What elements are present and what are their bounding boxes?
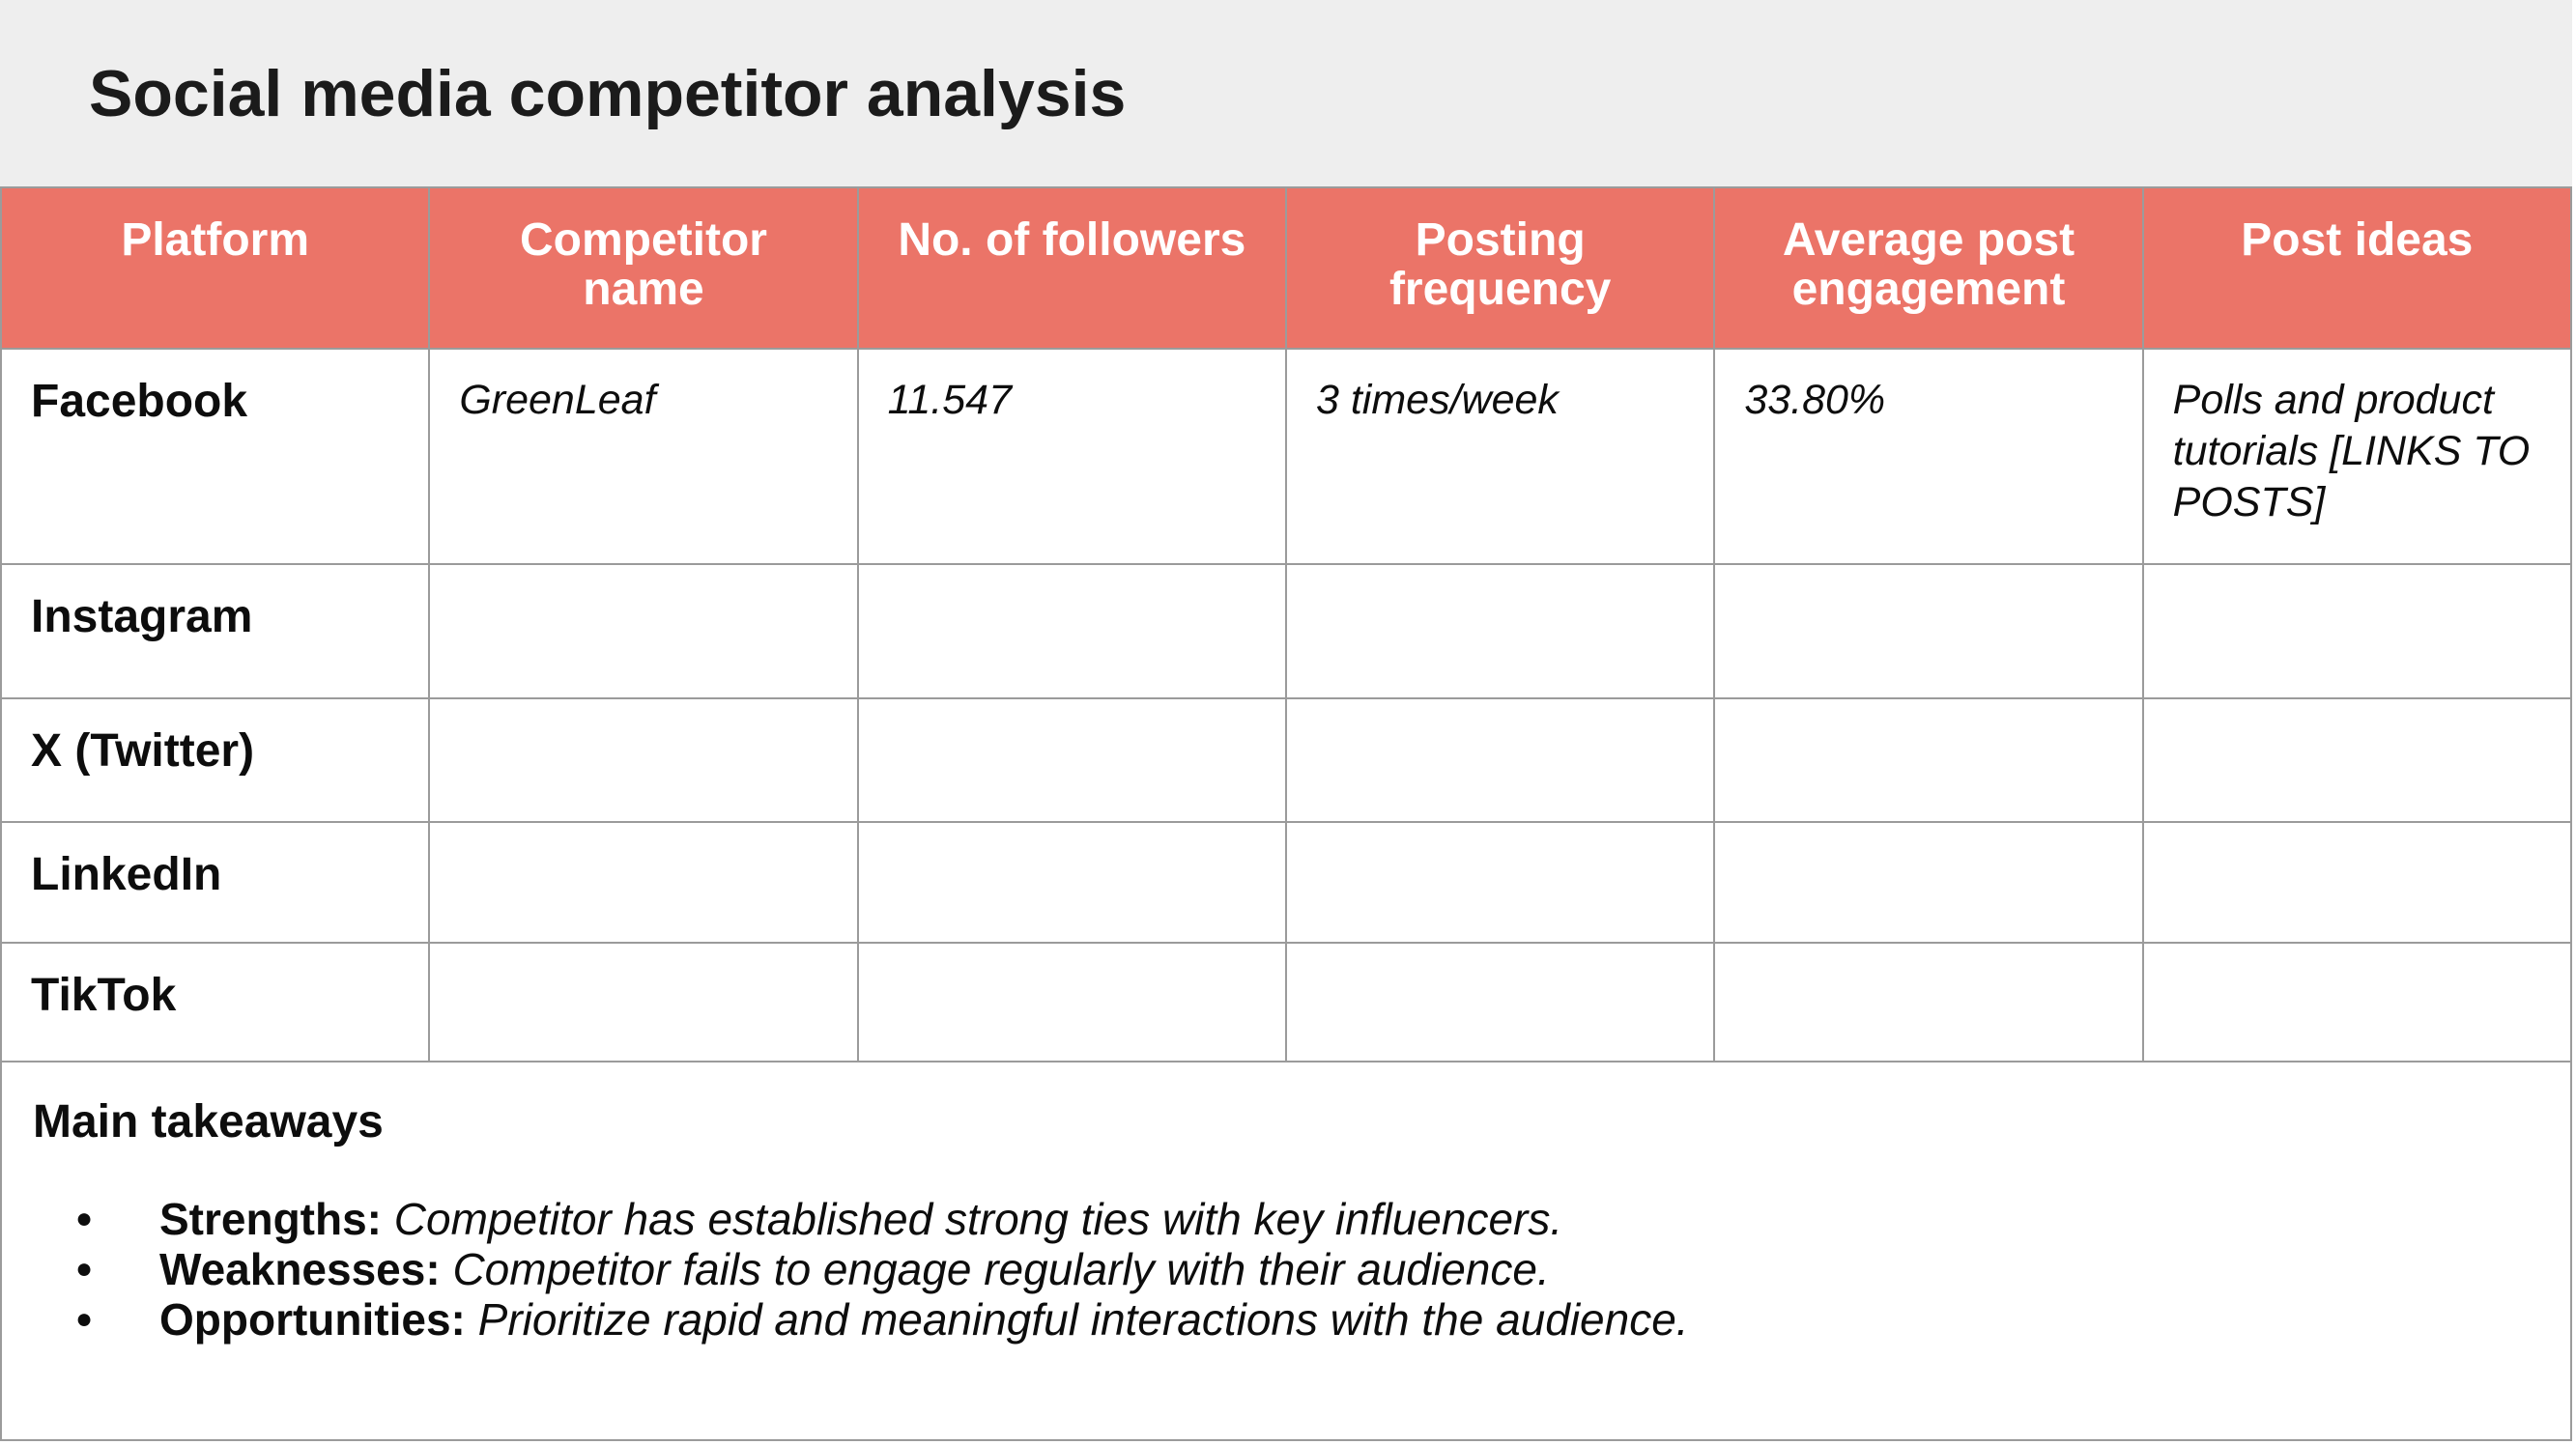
post-ideas: Polls and product tutorials [LINKS TO PO… — [2172, 377, 2531, 525]
platform-cell[interactable]: LinkedIn — [0, 821, 431, 944]
header-label: Competitor — [520, 214, 767, 266]
header-label: engagement — [1791, 264, 2066, 315]
row-x-twitter: X (Twitter) — [0, 697, 2573, 823]
engagement-cell[interactable] — [1713, 942, 2144, 1062]
post-ideas-cell[interactable]: Polls and product tutorials [LINKS TO PO… — [2141, 348, 2573, 565]
platform-cell[interactable]: Instagram — [0, 563, 431, 699]
row-takeaways: Main takeaways ● Strengths: Competitor h… — [0, 1061, 2572, 1441]
competitor-name-cell[interactable] — [428, 821, 859, 944]
takeaways-section[interactable]: Main takeaways ● Strengths: Competitor h… — [0, 1061, 2572, 1441]
bullet-icon: ● — [74, 1253, 94, 1285]
followers-cell[interactable] — [856, 821, 1287, 944]
posting-frequency-cell[interactable] — [1284, 821, 1716, 944]
platform-cell[interactable]: TikTok — [0, 942, 431, 1062]
takeaway-label: Strengths: — [159, 1194, 382, 1244]
post-ideas-cell[interactable] — [2141, 563, 2573, 699]
engagement-rate: 33.80% — [1744, 377, 1886, 423]
engagement-cell[interactable] — [1713, 697, 2144, 823]
post-ideas-cell[interactable] — [2141, 821, 2573, 944]
header-label: Average post — [1782, 214, 2075, 266]
platform-name: LinkedIn — [31, 849, 222, 900]
posting-frequency-cell[interactable] — [1284, 942, 1716, 1062]
takeaway-text: Competitor fails to engage regularly wit… — [452, 1244, 1550, 1294]
platform-cell[interactable]: X (Twitter) — [0, 697, 431, 823]
platform-name: X (Twitter) — [31, 725, 255, 777]
header-label: No. of followers — [898, 214, 1246, 266]
followers-cell[interactable] — [856, 942, 1287, 1062]
takeaways-heading: Main takeaways — [33, 1096, 384, 1148]
post-ideas-cell[interactable] — [2141, 697, 2573, 823]
header-platform[interactable]: Platform — [0, 186, 431, 350]
engagement-cell[interactable] — [1713, 563, 2144, 699]
takeaway-label: Weaknesses: — [159, 1244, 441, 1294]
platform-name: Instagram — [31, 591, 253, 642]
header-row: Platform Competitor name No. of follower… — [0, 186, 2573, 350]
competitor-name-cell[interactable] — [428, 942, 859, 1062]
followers-cell[interactable] — [856, 697, 1287, 823]
bullet-icon: ● — [74, 1303, 94, 1335]
page-title: Social media competitor analysis — [89, 56, 1127, 130]
takeaway-label: Opportunities: — [159, 1294, 466, 1345]
header-label: Post ideas — [2241, 214, 2474, 266]
platform-name: TikTok — [31, 970, 177, 1021]
competitor-name-cell[interactable] — [428, 697, 859, 823]
takeaway-item-opportunities: ● Opportunities: Prioritize rapid and me… — [31, 1294, 2541, 1345]
row-facebook: Facebook GreenLeaf 11.547 3 times/week 3… — [0, 348, 2573, 565]
header-label: Platform — [121, 214, 310, 266]
takeaway-text: Competitor has established strong ties w… — [393, 1194, 1563, 1244]
header-post-ideas[interactable]: Post ideas — [2141, 186, 2573, 350]
competitor-analysis-table: Platform Competitor name No. of follower… — [0, 186, 2573, 1441]
posting-frequency-cell[interactable] — [1284, 697, 1716, 823]
row-linkedin: LinkedIn — [0, 821, 2573, 944]
header-label: name — [583, 264, 704, 315]
posting-frequency-cell[interactable]: 3 times/week — [1284, 348, 1716, 565]
competitor-name: GreenLeaf — [459, 377, 656, 423]
engagement-cell[interactable]: 33.80% — [1713, 348, 2144, 565]
header-posting-frequency[interactable]: Posting frequency — [1284, 186, 1716, 350]
bullet-icon: ● — [74, 1203, 94, 1234]
posting-frequency: 3 times/week — [1315, 377, 1559, 423]
platform-cell[interactable]: Facebook — [0, 348, 431, 565]
posting-frequency-cell[interactable] — [1284, 563, 1716, 699]
followers-cell[interactable]: 11.547 — [856, 348, 1287, 565]
header-engagement[interactable]: Average post engagement — [1713, 186, 2144, 350]
takeaway-item-weaknesses: ● Weaknesses: Competitor fails to engage… — [31, 1244, 2541, 1294]
header-competitor-name[interactable]: Competitor name — [428, 186, 859, 350]
engagement-cell[interactable] — [1713, 821, 2144, 944]
competitor-name-cell[interactable]: GreenLeaf — [428, 348, 859, 565]
followers-cell[interactable] — [856, 563, 1287, 699]
header-followers[interactable]: No. of followers — [856, 186, 1287, 350]
header-label: Posting — [1415, 214, 1586, 266]
platform-name: Facebook — [31, 376, 248, 427]
header-label: frequency — [1388, 264, 1612, 315]
title-bar: Social media competitor analysis — [0, 0, 2572, 186]
followers-count: 11.547 — [887, 377, 1012, 423]
row-tiktok: TikTok — [0, 942, 2573, 1062]
takeaway-text: Prioritize rapid and meaningful interact… — [477, 1294, 1689, 1345]
competitor-name-cell[interactable] — [428, 563, 859, 699]
post-ideas-cell[interactable] — [2141, 942, 2573, 1062]
row-instagram: Instagram — [0, 563, 2573, 699]
takeaway-item-strengths: ● Strengths: Competitor has established … — [31, 1194, 2541, 1244]
